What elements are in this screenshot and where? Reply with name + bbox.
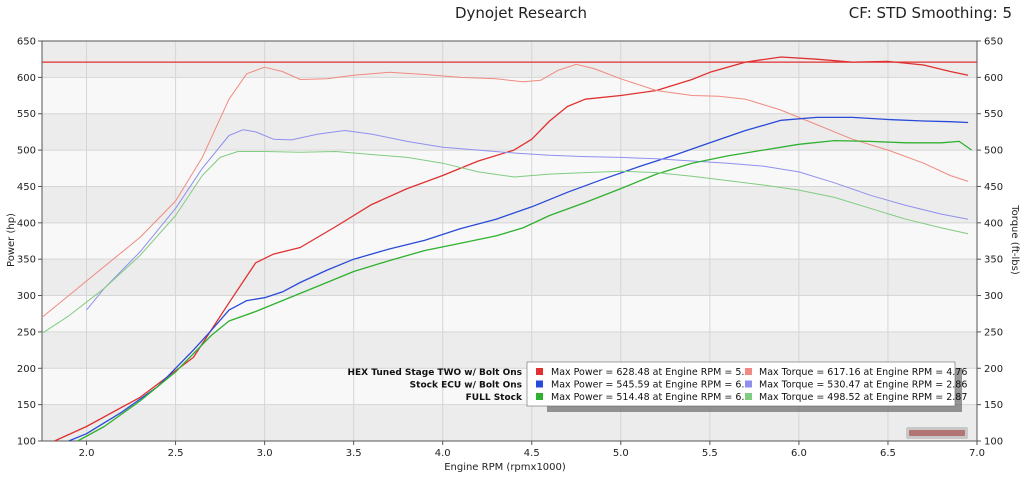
y-right-tick-label: 500 (984, 146, 1003, 157)
legend-power-text: Max Power = 628.48 at Engine RPM = 5.9 (551, 367, 750, 378)
y-axis-left-label: Power (hp) (6, 213, 17, 267)
legend-series-name: HEX Tuned Stage TWO w/ Bolt Ons (348, 368, 523, 378)
x-tick-label: 6.0 (791, 448, 807, 459)
x-tick-label: 7.0 (969, 448, 985, 459)
y-tick-label: 250 (17, 327, 36, 338)
legend-series-name: Stock ECU w/ Bolt Ons (410, 381, 522, 391)
y-axis-right-label: Torque (ft-lbs) (1009, 204, 1020, 275)
plot-frame (41, 40, 978, 442)
plot-band (42, 295, 977, 332)
y-right-tick-label: 600 (984, 73, 1003, 84)
legend-torque-swatch (745, 368, 752, 375)
y-tick-label: 500 (17, 146, 36, 157)
series-group (41, 56, 973, 442)
series-line-torque (41, 63, 969, 318)
x-tick-label: 6.5 (880, 448, 896, 459)
left-axis-ticks: 100 150 200 250 300 350 400 450 500 550 600 650 (17, 37, 42, 448)
plot-band (42, 77, 977, 114)
x-tick-label: 3.5 (346, 448, 362, 459)
plot-band (42, 259, 977, 296)
y-right-tick-label: 400 (984, 218, 1003, 229)
series-line-power (68, 116, 969, 442)
y-right-tick-label: 550 (984, 109, 1003, 120)
legend-series-name: FULL Stock (466, 393, 523, 403)
y-tick-label: 200 (17, 364, 36, 375)
x-tick-label: 2.5 (168, 448, 184, 459)
y-right-tick-label: 100 (984, 437, 1003, 448)
legend-torque-text: Max Torque = 498.52 at Engine RPM = 2.87 (759, 392, 967, 403)
chart-title: Dynojet Research (455, 4, 587, 22)
y-right-tick-label: 250 (984, 327, 1003, 338)
y-right-tick-label: 150 (984, 400, 1003, 411)
y-right-tick-label: 650 (984, 37, 1003, 48)
legend-box: HEX Tuned Stage TWO w/ Bolt Ons Max Power… (348, 361, 967, 412)
plot-border (41, 40, 978, 442)
legend-power-swatch (536, 393, 543, 400)
x-axis-label: Engine RPM (rpmx1000) (444, 462, 566, 473)
series-line-power (54, 56, 969, 442)
x-axis-ticks: 2.0 2.5 3.0 3.5 4.0 4.5 5.0 5.5 6.0 6.5 7.0 (79, 441, 985, 459)
y-tick-label: 100 (17, 437, 36, 448)
legend-power-text: Max Power = 545.59 at Engine RPM = 6.2 (551, 380, 750, 391)
legend-panel (526, 361, 956, 407)
correction-factor-info: CF: STD Smoothing: 5 (848, 4, 1012, 22)
y-right-tick-label: 350 (984, 255, 1003, 266)
x-tick-label: 3.0 (257, 448, 273, 459)
y-right-tick-label: 200 (984, 364, 1003, 375)
y-tick-label: 450 (17, 182, 36, 193)
x-tick-label: 4.0 (435, 448, 451, 459)
legend-torque-swatch (745, 380, 752, 388)
x-tick-label: 4.5 (524, 448, 540, 459)
y-tick-label: 150 (17, 400, 36, 411)
y-tick-label: 600 (17, 73, 36, 84)
legend-power-swatch (536, 368, 543, 375)
y-tick-label: 300 (17, 291, 36, 302)
x-tick-label: 5.5 (702, 448, 718, 459)
series-line-torque (86, 129, 969, 311)
series-line-torque (41, 151, 969, 334)
right-axis-ticks: 100 150 200 250 300 350 400 450 500 550 600 650 (977, 37, 1003, 448)
y-tick-label: 350 (17, 255, 36, 266)
legend-torque-text: Max Torque = 617.16 at Engine RPM = 4.76 (759, 367, 967, 378)
plot-band (42, 222, 977, 260)
dynojet-logo (906, 427, 968, 439)
series-line-power (77, 139, 973, 442)
y-tick-label: 650 (17, 37, 36, 48)
plot-band (42, 41, 977, 78)
y-tick-label: 400 (17, 218, 36, 229)
legend-torque-text: Max Torque = 530.47 at Engine RPM = 2.86 (759, 380, 967, 391)
y-right-tick-label: 300 (984, 291, 1003, 302)
y-tick-label: 550 (17, 109, 36, 120)
legend-power-text: Max Power = 514.48 at Engine RPM = 6.2 (551, 392, 750, 403)
x-tick-label: 2.0 (79, 448, 95, 459)
legend-power-swatch (536, 380, 543, 388)
plot-band (42, 186, 977, 223)
plot-band (42, 150, 977, 187)
y-right-tick-label: 450 (984, 182, 1003, 193)
x-tick-label: 5.0 (613, 448, 629, 459)
legend-torque-swatch (745, 393, 752, 400)
plot-band (42, 113, 977, 151)
